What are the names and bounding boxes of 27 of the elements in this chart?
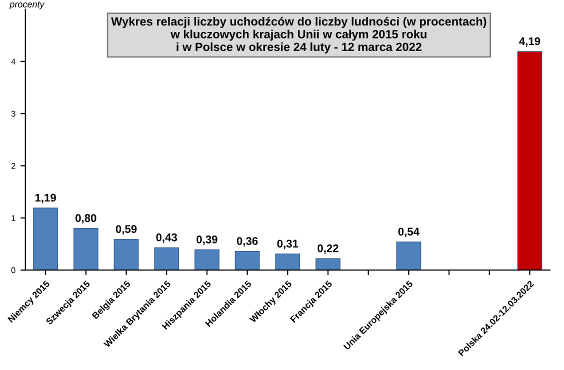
data-label: 0,36 [236, 237, 258, 247]
bar [154, 247, 180, 270]
bar [73, 228, 98, 270]
y-tick-label: 4 [11, 58, 16, 64]
y-tick-label: 1 [12, 215, 16, 221]
y-tick-label: 2 [11, 162, 16, 169]
data-label: 0,31 [277, 240, 298, 250]
data-label: 4,19 [519, 37, 540, 47]
data-label: 0,43 [156, 233, 178, 243]
data-label: 0,54 [398, 228, 420, 238]
bar [194, 249, 220, 270]
y-tick-label: 0 [11, 267, 16, 274]
data-label: 0,59 [116, 225, 137, 235]
bar [234, 250, 260, 270]
text: Wykres relacji liczby uchodźców do liczby ludności (w procentach) w kluczowych krajach Unii w całym 2015 roku i w Polsce w okresie 24 luty - 12 marca 2022 [111, 16, 486, 54]
bar [114, 238, 139, 270]
bar [396, 242, 422, 270]
bar [33, 208, 58, 270]
y-axis-title: procenty [9, 2, 45, 10]
data-label: 0,22 [318, 244, 338, 254]
data-label: 0,80 [76, 214, 96, 224]
bar [275, 254, 300, 270]
data-label: 1,19 [35, 194, 56, 204]
data-label: 0,39 [196, 236, 218, 245]
y-tick-label: 3 [11, 110, 16, 117]
bar [316, 258, 340, 270]
bar [517, 51, 542, 270]
